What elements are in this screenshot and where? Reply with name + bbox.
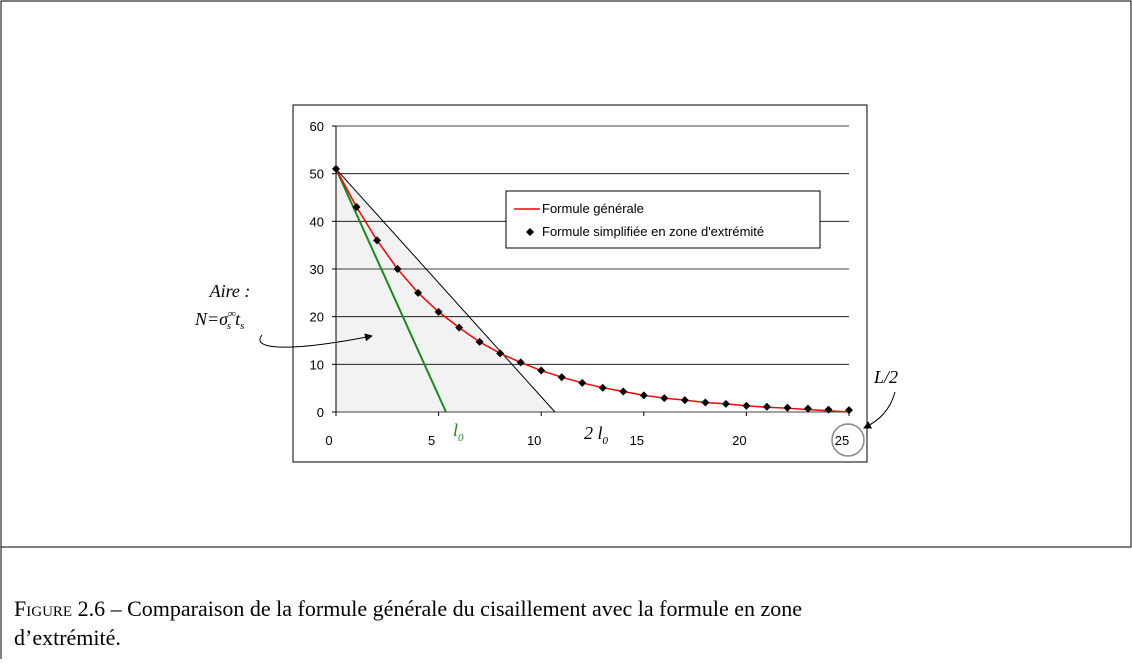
y-tick-label: 60 — [310, 119, 324, 134]
data-point — [639, 391, 648, 400]
data-point — [762, 402, 771, 411]
annotation: 2 l0 — [584, 423, 609, 447]
data-point — [393, 265, 402, 273]
data-point — [332, 164, 340, 173]
caption: Figure 2.6 – Comparaison de la formule g… — [14, 596, 802, 621]
data-point — [557, 373, 566, 382]
data-point — [578, 378, 587, 387]
y-tick-label: 40 — [310, 214, 324, 229]
caption: d’extrémité. — [14, 625, 121, 650]
x-tick-label: 0 — [325, 433, 332, 448]
x-tick-label: 15 — [630, 433, 644, 448]
data-point — [414, 288, 423, 297]
data-point — [660, 394, 669, 403]
annotation: L/2 — [873, 367, 898, 387]
data-point — [537, 366, 546, 375]
legend-label: Formule simplifiée en zone d'extrémité — [542, 224, 764, 239]
y-tick-label: 30 — [310, 262, 324, 277]
data-point — [803, 404, 812, 413]
data-point — [680, 396, 689, 405]
annotation: l0 — [453, 420, 464, 444]
data-point — [701, 398, 710, 407]
x-tick-label: 5 — [428, 433, 435, 448]
data-point — [783, 403, 792, 412]
x-tick-label: 20 — [732, 433, 746, 448]
data-point — [352, 203, 361, 212]
arrow — [259, 333, 373, 348]
x-tick-label: 10 — [527, 433, 541, 448]
y-tick-label: 50 — [310, 167, 324, 182]
y-tick-label: 0 — [317, 405, 324, 420]
y-tick-label: 20 — [310, 310, 324, 325]
reference-line — [335, 168, 556, 413]
legend-label: Formule générale — [542, 201, 644, 216]
data-point — [721, 399, 730, 408]
x-tick-label: 25 — [835, 433, 849, 448]
annotation: Aire : — [209, 281, 251, 301]
data-point — [619, 387, 628, 396]
y-tick-label: 10 — [310, 357, 324, 372]
reference-line — [335, 168, 447, 413]
annotation: N=σ∞ s ts — [194, 308, 244, 332]
data-point — [845, 406, 853, 415]
data-point — [824, 405, 833, 414]
data-point — [455, 323, 464, 332]
data-point — [475, 337, 484, 346]
arrow — [863, 391, 896, 429]
legend — [505, 190, 821, 249]
data-point — [434, 307, 443, 316]
data-point — [496, 349, 505, 358]
highlight-circle — [831, 423, 865, 457]
data-point — [598, 383, 607, 392]
data-point — [742, 401, 751, 410]
legend-marker — [526, 228, 534, 236]
data-point — [373, 236, 382, 245]
data-point — [516, 358, 525, 367]
